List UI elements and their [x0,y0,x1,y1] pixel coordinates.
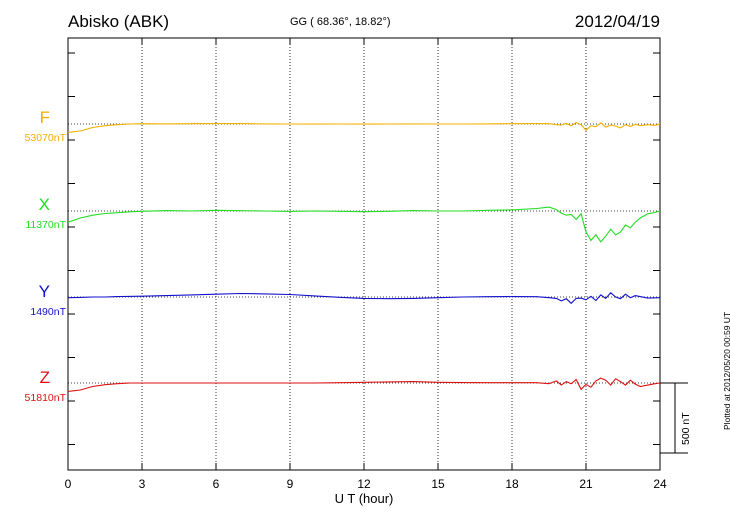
x-tick-label: 18 [505,477,519,491]
component-baseline-x: 11370nT [25,219,66,231]
x-tick-label: 21 [579,477,593,491]
component-label-y: Y [38,282,50,301]
x-tick-label: 6 [213,477,220,491]
geographic-coordinates: GG ( 68.36°, 18.82°) [290,16,391,28]
x-tick-label: 0 [65,477,72,491]
trace-x [67,206,661,243]
trace-y [67,292,661,305]
component-label-z: Z [39,368,50,387]
scale-bar-label: 500 nT [680,412,692,445]
x-tick-label: 24 [653,477,667,491]
x-axis-label: U T (hour) [335,491,394,506]
trace-f [67,121,661,133]
component-label-x: X [38,195,50,214]
x-tick-label: 12 [357,477,371,491]
component-baseline-y: 1490nT [30,306,66,318]
station-title: Abisko (ABK) [68,12,170,31]
component-baseline-f: 53070nT [24,132,66,144]
x-tick-label: 15 [431,477,445,491]
observation-date: 2012/04/19 [574,12,660,31]
x-tick-label: 9 [287,477,294,491]
trace-z [67,377,661,392]
component-baseline-z: 51810nT [24,392,66,404]
x-tick-label: 3 [139,477,146,491]
plotted-timestamp: Plotted at 2012/05/20 00:59 UT [722,311,730,430]
component-label-f: F [39,108,50,127]
